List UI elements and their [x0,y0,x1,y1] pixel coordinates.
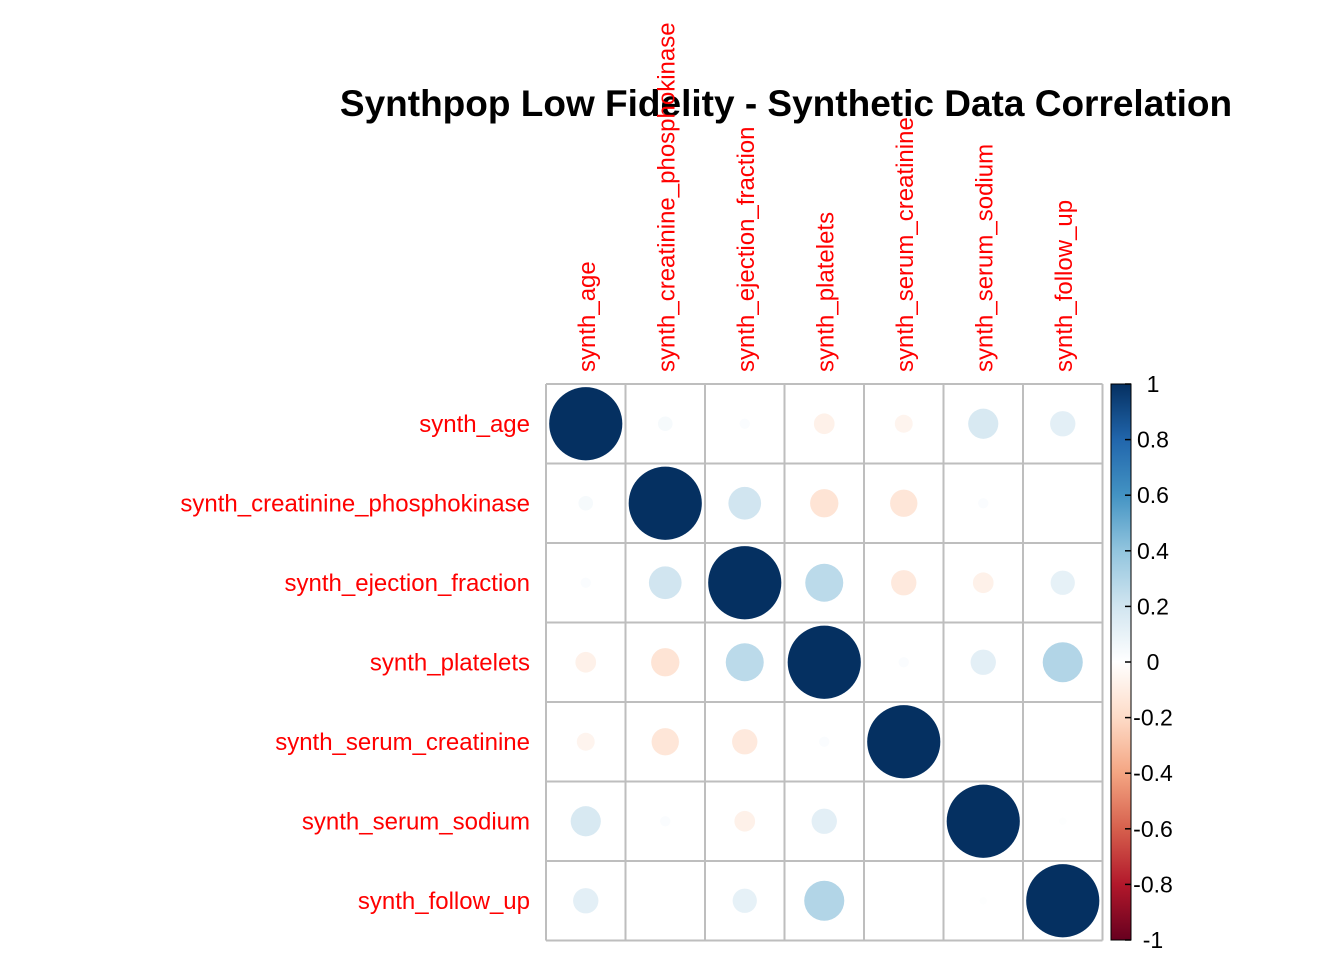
correlation-circle [970,649,996,675]
colorbar-tick-label: -0.8 [1133,871,1173,897]
correlation-circle [898,657,909,668]
correlation-circle [651,648,680,677]
correlation-circle [732,729,758,755]
correlation-circle [725,643,764,682]
correlation-circle [979,897,987,905]
correlation-circle [1059,817,1067,825]
correlation-circle [787,625,861,699]
row-label: synth_follow_up [358,888,530,915]
column-label: synth_serum_creatinine [892,117,919,372]
correlation-circle [805,563,844,602]
colorbar-tick-label: -0.4 [1133,760,1173,786]
grid [545,383,1104,942]
colorbar-tick-label: 0.6 [1137,482,1169,508]
correlation-circle [573,888,599,914]
correlation-circle [578,495,594,511]
correlation-circle [648,566,682,600]
correlation-circle [580,577,591,588]
correlation-circle [1042,642,1083,683]
correlation-circle [549,387,623,461]
correlation-circle [811,808,837,834]
correlation-circle [978,498,989,509]
correlation-circle [576,732,595,751]
colorbar-tick-label: 0.4 [1137,538,1169,564]
correlation-circle [804,880,845,921]
correlation-circle [813,413,835,435]
correlation-circle [810,489,839,518]
correlation-circle [819,736,830,747]
correlation-circle [575,651,597,673]
row-label: synth_serum_creatinine [275,729,530,756]
correlation-circle [734,810,756,832]
row-label: synth_age [419,411,530,438]
colorbar-tick-label: 0.2 [1137,593,1169,619]
correlation-circle [1026,864,1100,938]
correlation-circle [732,888,757,913]
column-label: synth_platelets [812,212,839,372]
correlation-circle [728,486,762,520]
colorbar-tick-label: -1 [1143,927,1163,953]
correlation-circle [890,489,918,517]
correlation-circle [891,570,917,596]
chart-title: Synthpop Low Fidelity - Synthetic Data C… [340,83,1232,124]
colorbar-tick-label: -0.2 [1133,705,1173,731]
colorbar: 1 0.8 0.6 0.4 0.2 0 -0.2 -0.4 -0.6 -0.8 -1 [1110,371,1173,953]
correlation-circle [972,572,994,594]
correlation-circle [570,806,601,837]
correlation-circle [651,728,679,756]
column-label: synth_follow_up [1051,200,1078,372]
colorbar-tick-label: 0 [1147,649,1160,675]
correlation-circle [739,418,750,429]
colorbar-tick-label: 0.8 [1137,427,1169,453]
column-label: synth_creatinine_phosphokinase [653,22,680,372]
column-labels: synth_age synth_creatinine_phosphokinase s… [574,22,1078,372]
row-labels: synth_age synth_creatinine_phosphokinases… [180,411,530,915]
row-label: synth_serum_sodium [302,808,530,835]
correlation-circle [867,705,941,779]
correlation-circle [1050,411,1076,437]
colorbar-tick-label: -0.6 [1133,816,1173,842]
correlation-circle [894,414,913,433]
column-label: synth_serum_sodium [971,144,998,372]
column-label: synth_ejection_fraction [733,127,760,372]
colorbar-tick-label: 1 [1147,371,1160,397]
correlation-circle [1050,570,1075,595]
column-label: synth_age [574,261,601,372]
correlation-circle [708,546,782,620]
row-label: synth_platelets [370,649,530,676]
correlation-circle [657,416,673,432]
correlation-circle [968,408,999,439]
row-label: synth_ejection_fraction [285,570,530,597]
correlation-circle [946,784,1020,858]
row-label: synth_creatinine_phosphokinase [180,490,530,517]
correlation-circles [549,387,1100,938]
correlation-circle [660,816,671,827]
correlation-circle [628,466,702,540]
